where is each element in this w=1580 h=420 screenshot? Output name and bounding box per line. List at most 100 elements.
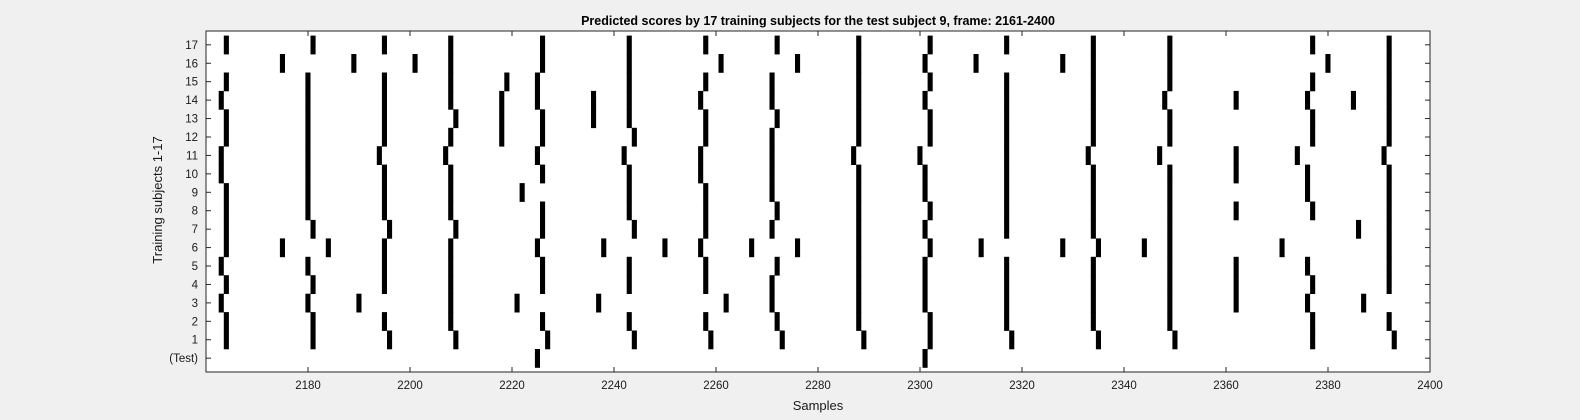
x-tick-label: 2260: [703, 380, 729, 392]
score-mark: [1386, 54, 1392, 73]
score-mark: [1167, 54, 1173, 73]
score-mark: [540, 127, 546, 147]
data-marks: [218, 35, 1397, 368]
score-mark: [922, 90, 928, 110]
score-mark: [1310, 275, 1316, 294]
score-mark: [1310, 72, 1316, 92]
score-mark: [1090, 35, 1096, 55]
score-mark: [381, 256, 387, 276]
score-mark: [631, 219, 637, 239]
score-mark: [927, 201, 933, 221]
score-mark: [795, 238, 801, 258]
score-mark: [1090, 275, 1096, 294]
score-mark: [1090, 54, 1096, 73]
y-tick-label: (Test): [169, 353, 198, 365]
score-mark: [1167, 256, 1173, 276]
score-mark: [922, 349, 928, 368]
score-mark: [1305, 256, 1311, 276]
score-mark: [387, 330, 393, 350]
score-mark: [973, 54, 979, 73]
score-mark: [448, 293, 454, 313]
score-mark: [779, 330, 785, 350]
y-tick-label: 10: [185, 169, 198, 181]
score-mark: [1090, 201, 1096, 221]
score-mark: [631, 330, 637, 350]
score-mark: [305, 164, 311, 184]
y-tick-label: 11: [186, 150, 198, 162]
score-mark: [856, 109, 862, 129]
score-mark: [1060, 54, 1066, 73]
score-mark: [1004, 275, 1010, 294]
score-mark: [1386, 219, 1392, 239]
score-mark: [1381, 146, 1387, 165]
score-mark: [769, 275, 775, 294]
score-mark: [223, 35, 229, 55]
score-mark: [922, 54, 928, 73]
x-tick-label: 2360: [1213, 380, 1239, 392]
score-mark: [545, 330, 551, 350]
score-mark: [626, 164, 632, 184]
score-mark: [856, 54, 862, 73]
score-mark: [381, 109, 387, 129]
score-mark: [1386, 183, 1392, 202]
y-tick-label: 14: [185, 95, 198, 107]
score-mark: [381, 90, 387, 110]
score-mark: [1233, 164, 1239, 184]
score-mark: [856, 164, 862, 184]
score-mark: [723, 293, 729, 313]
score-mark: [305, 183, 311, 202]
score-mark: [223, 201, 229, 221]
score-mark: [1090, 164, 1096, 184]
score-mark: [1233, 293, 1239, 313]
score-mark: [218, 164, 224, 184]
score-mark: [1060, 238, 1066, 258]
score-mark: [1310, 109, 1316, 129]
score-mark: [1004, 256, 1010, 276]
score-mark: [769, 164, 775, 184]
x-tick-label: 2340: [1111, 380, 1137, 392]
score-mark: [662, 238, 668, 258]
score-mark: [279, 54, 285, 73]
score-mark: [856, 90, 862, 110]
score-mark: [1090, 312, 1096, 331]
score-mark: [703, 201, 709, 221]
score-mark: [534, 146, 540, 165]
score-mark: [626, 256, 632, 276]
score-mark: [540, 54, 546, 73]
score-mark: [856, 183, 862, 202]
score-mark: [1350, 90, 1356, 110]
score-mark: [1279, 238, 1285, 258]
score-mark: [626, 275, 632, 294]
score-mark: [1167, 293, 1173, 313]
score-mark: [1386, 127, 1392, 147]
score-mark: [1085, 146, 1091, 165]
score-mark: [1004, 219, 1010, 239]
score-mark: [448, 35, 454, 55]
score-mark: [856, 127, 862, 147]
score-mark: [1090, 183, 1096, 202]
score-mark: [1294, 146, 1300, 165]
score-mark: [534, 72, 540, 92]
score-mark: [1167, 238, 1173, 258]
score-mark: [856, 201, 862, 221]
score-mark: [1167, 109, 1173, 129]
score-mark: [626, 183, 632, 202]
score-mark: [1167, 183, 1173, 202]
score-mark: [448, 164, 454, 184]
score-mark: [708, 330, 714, 350]
score-mark: [1356, 219, 1362, 239]
score-mark: [540, 164, 546, 184]
score-mark: [927, 330, 933, 350]
score-mark: [310, 219, 316, 239]
y-tick-label: 2: [192, 316, 198, 328]
score-mark: [927, 312, 933, 331]
score-mark: [381, 201, 387, 221]
score-mark: [540, 275, 546, 294]
y-tick-label: 4: [192, 279, 199, 291]
score-mark: [381, 183, 387, 202]
score-mark: [774, 35, 780, 55]
plot-area: [206, 31, 1430, 372]
score-mark: [448, 238, 454, 258]
score-mark: [626, 201, 632, 221]
